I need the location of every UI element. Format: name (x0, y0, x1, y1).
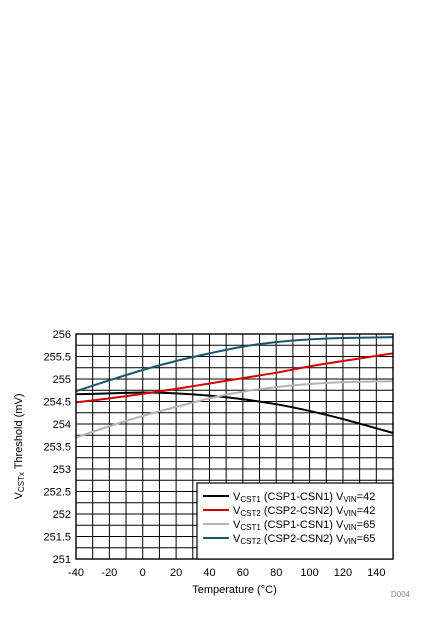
x-tick-label: -40 (68, 567, 84, 579)
y-tick-label: 253.5 (43, 442, 71, 454)
y-tick-label: 255 (53, 374, 71, 386)
x-tick-label: 40 (203, 567, 215, 579)
legend-label: VCST1 (CSP1-CSN1) VVIN=42 (233, 491, 375, 504)
legend-label: VCST2 (CSP2-CSN2) VVIN=65 (233, 533, 375, 546)
x-tick-label: 60 (237, 567, 249, 579)
legend-item: VCST1 (CSP1-CSN1) VVIN=42 (203, 491, 375, 504)
x-tick-label: 140 (367, 567, 385, 579)
legend-item: VCST1 (CSP1-CSN1) VVIN=65 (203, 519, 375, 532)
legend-item: VCST2 (CSP2-CSN2) VVIN=65 (203, 533, 375, 546)
x-tick-label: 80 (270, 567, 282, 579)
series-line-3 (75, 380, 394, 439)
x-tick-labels: -40 -20 0 20 40 60 80 100 120 140 (68, 567, 385, 579)
y-tick-label: 251 (53, 554, 71, 566)
x-tick-label: 120 (334, 567, 352, 579)
x-tick-label: 100 (300, 567, 318, 579)
x-tick-label: 0 (140, 567, 146, 579)
series-line-4 (75, 336, 394, 393)
x-tick-label: 20 (170, 567, 182, 579)
y-tick-labels: 251 251.5 252 252.5 253 253.5 254 254.5 255 255.5… (43, 329, 71, 566)
figure-id: D004 (391, 590, 411, 599)
legend-label: VCST2 (CSP2-CSN2) VVIN=42 (233, 505, 375, 518)
y-tick-label: 253 (53, 464, 71, 476)
y-tick-label: 256 (53, 329, 71, 341)
y-axis-title-sub: CSTx (17, 472, 26, 492)
y-tick-label: 252.5 (43, 487, 71, 499)
x-tick-label: -20 (101, 567, 117, 579)
y-tick-label: 251.5 (43, 532, 71, 544)
y-tick-label: 252 (53, 509, 71, 521)
legend-label: VCST1 (CSP1-CSN1) VVIN=65 (233, 519, 375, 532)
y-tick-label: 254 (53, 419, 71, 431)
series-line-1 (75, 391, 394, 434)
legend-box (196, 482, 394, 560)
y-axis-title-rest: Threshold (mV) (13, 394, 25, 473)
y-axis-title: VCSTx Threshold (mV) (13, 394, 26, 500)
y-tick-label: 255.5 (43, 352, 71, 364)
y-tick-label: 254.5 (43, 397, 71, 409)
y-axis-title-main: V (13, 492, 25, 500)
legend-item: VCST2 (CSP2-CSN2) VVIN=42 (203, 505, 375, 518)
series-line-2 (75, 352, 394, 404)
series-lines (75, 336, 394, 439)
x-axis-title: Temperature (°C) (192, 584, 276, 596)
